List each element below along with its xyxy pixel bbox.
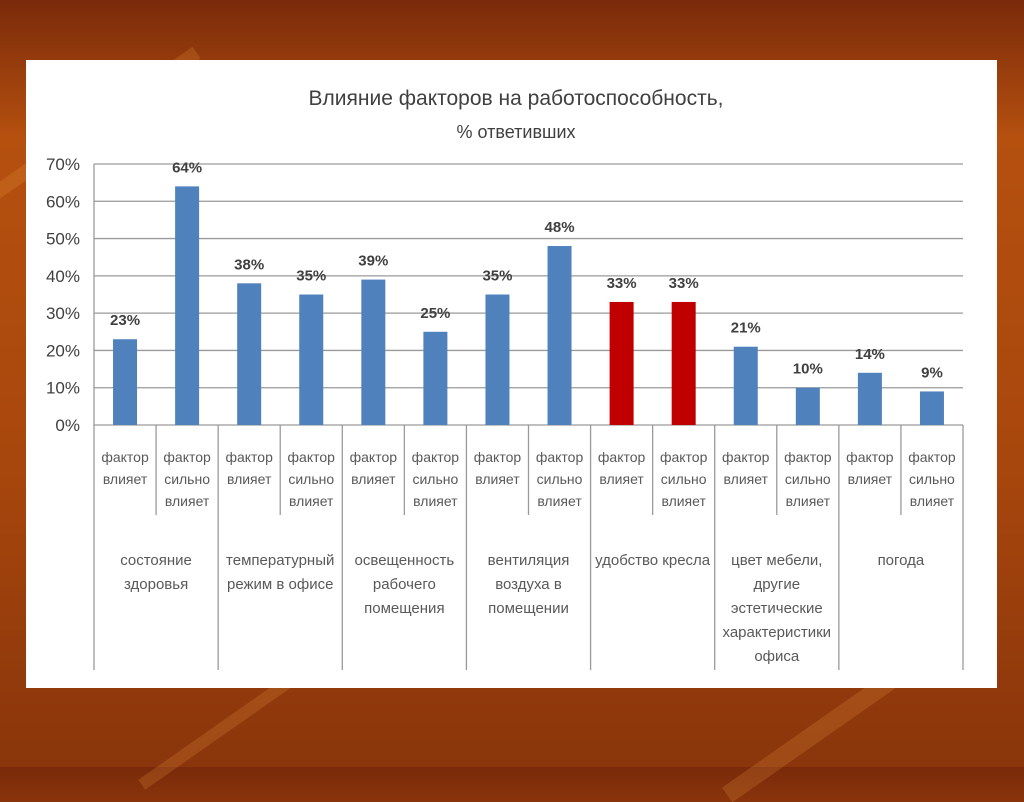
x-tick-label: сильно	[164, 471, 210, 487]
bar-value-label: 33%	[607, 275, 637, 292]
x-tick-label: фактор	[536, 449, 584, 465]
group-label: погода	[878, 552, 925, 569]
x-tick-label: влияет	[786, 493, 831, 509]
x-tick-label: фактор	[288, 449, 336, 465]
x-tick-label: влияет	[227, 471, 272, 487]
x-tick-label: сильно	[288, 471, 334, 487]
bar-value-label: 14%	[855, 346, 885, 363]
group-label: воздуха в	[495, 576, 562, 593]
bar-value-label: 23%	[110, 312, 140, 329]
bar	[795, 387, 820, 425]
group-label: цвет мебели,	[731, 552, 822, 569]
x-axis: фактор влияет фактор сильно влияет фактор влия…	[93, 164, 964, 670]
x-tick-label: влияет	[724, 471, 769, 487]
group-label: другие	[753, 576, 800, 593]
bar	[609, 301, 634, 425]
group-label: офиса	[754, 648, 800, 665]
bar	[547, 246, 572, 425]
y-tick-label: 0%	[55, 416, 80, 435]
x-tick-label: сильно	[909, 471, 955, 487]
x-tick-label: влияет	[537, 493, 582, 509]
y-tick-label: 20%	[46, 341, 80, 360]
group-label: здоровья	[124, 576, 188, 593]
bar-value-label: 10%	[793, 361, 823, 378]
x-tick-label: влияет	[848, 471, 893, 487]
y-tick-label: 40%	[46, 267, 80, 286]
x-tick-label: фактор	[598, 449, 646, 465]
bar	[237, 283, 262, 425]
chart-title: Влияние факторов на работоспособность,	[309, 87, 724, 110]
bar-value-label: 9%	[921, 364, 943, 381]
bar	[671, 301, 696, 425]
group-label: помещения	[364, 600, 444, 617]
bar	[113, 339, 138, 425]
x-tick-label: сильно	[661, 471, 707, 487]
bar	[919, 391, 944, 425]
bar	[175, 186, 200, 425]
group-label: рабочего	[373, 576, 436, 593]
x-tick-label: фактор	[163, 449, 211, 465]
x-tick-label: влияет	[599, 471, 644, 487]
x-tick-label: сильно	[785, 471, 831, 487]
group-label: характеристики	[723, 624, 832, 641]
x-tick-label: влияет	[413, 493, 458, 509]
bars: 23% 64% 38% 35% 39% 25% 35% 48% 33% 33% 21% 10% 14% 9…	[110, 159, 944, 425]
bar	[423, 331, 448, 425]
x-tick-label: фактор	[722, 449, 770, 465]
bar-value-label: 64%	[172, 159, 202, 176]
bar-value-label: 35%	[482, 268, 512, 285]
x-tick-label: фактор	[660, 449, 708, 465]
x-tick-label: сильно	[412, 471, 458, 487]
x-tick-label: фактор	[908, 449, 956, 465]
bar-value-label: 33%	[669, 275, 699, 292]
bar	[857, 372, 882, 425]
bar-value-label: 25%	[420, 305, 450, 322]
y-axis-ticks: 0% 10% 20% 30% 40% 50% 60% 70%	[46, 155, 80, 435]
x-tick-label: фактор	[101, 449, 149, 465]
x-tick-label: фактор	[225, 449, 273, 465]
y-tick-label: 30%	[46, 304, 80, 323]
x-tick-label: влияет	[351, 471, 396, 487]
group-label: состояние	[120, 552, 192, 569]
x-tick-label: влияет	[661, 493, 706, 509]
gridlines	[94, 163, 963, 426]
x-tick-label: влияет	[289, 493, 334, 509]
x-tick-label: фактор	[846, 449, 894, 465]
chart-subtitle: % ответивших	[457, 122, 576, 142]
x-tick-label: фактор	[412, 449, 460, 465]
bar-value-label: 35%	[296, 268, 326, 285]
bar-value-label: 48%	[545, 219, 575, 236]
slide-panel: Влияние факторов на работоспособность, %…	[26, 60, 997, 688]
x-tick-label: влияет	[475, 471, 520, 487]
x-tick-label: фактор	[350, 449, 398, 465]
y-tick-label: 50%	[46, 230, 80, 249]
y-tick-label: 70%	[46, 155, 80, 174]
group-label: вентиляция	[488, 552, 570, 569]
group-label: освещенность	[355, 552, 455, 569]
bar-value-label: 39%	[358, 253, 388, 270]
y-tick-label: 10%	[46, 379, 80, 398]
bar	[733, 346, 758, 425]
bar-value-label: 38%	[234, 256, 264, 273]
x-tick-label: влияет	[103, 471, 148, 487]
x-tick-label: влияет	[910, 493, 955, 509]
group-label: режим в офисе	[227, 576, 333, 593]
group-label: помещении	[488, 600, 569, 617]
group-label: температурный	[226, 552, 334, 569]
bar-chart: Влияние факторов на работоспособность, %…	[46, 87, 964, 670]
bar-value-label: 21%	[731, 320, 761, 337]
group-label: удобство кресла	[595, 552, 711, 569]
bar	[299, 294, 324, 425]
group-label: эстетические	[731, 600, 823, 617]
x-tick-label: влияет	[165, 493, 210, 509]
x-tick-label: фактор	[474, 449, 522, 465]
y-tick-label: 60%	[46, 192, 80, 211]
x-tick-label: сильно	[537, 471, 583, 487]
bar	[485, 294, 510, 425]
bar	[361, 279, 386, 425]
x-tick-label: фактор	[784, 449, 832, 465]
